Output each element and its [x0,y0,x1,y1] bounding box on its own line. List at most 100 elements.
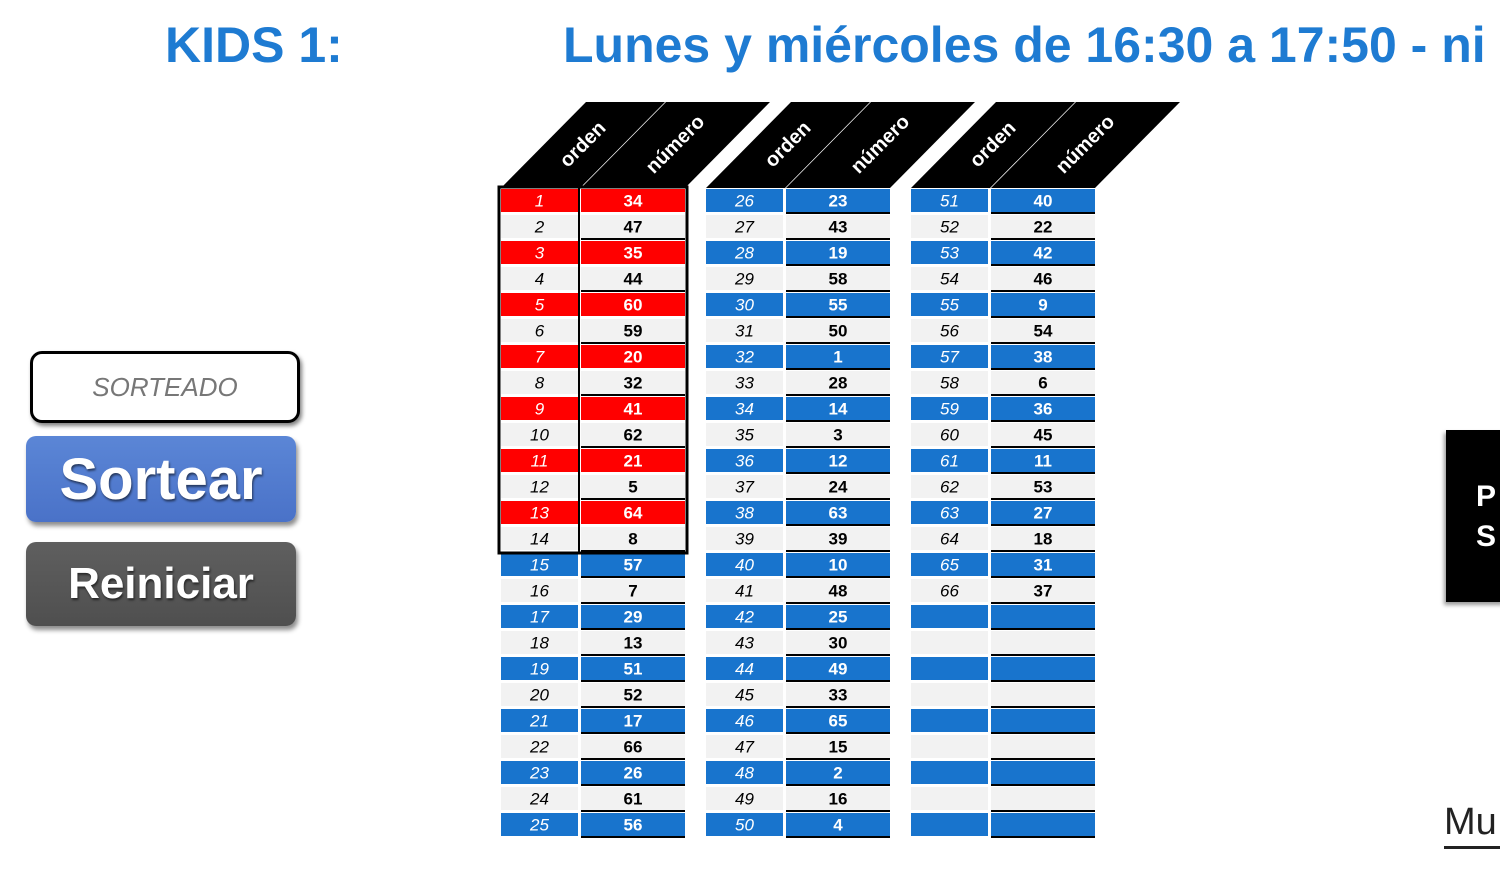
numero-value: 34 [624,191,643,210]
numero-value: 5 [628,477,637,496]
orden-value: 54 [940,269,959,288]
table-row: 29 58 [706,267,890,292]
side-panel-line1: P [1476,480,1497,513]
numero-cell [786,371,890,394]
orden-cell [501,189,578,212]
numero-cell [786,605,890,628]
sortear-button[interactable]: Sortear [26,436,296,522]
orden-cell [911,189,988,212]
numero-value: 35 [624,243,643,262]
orden-value: 51 [940,191,959,210]
orden-cell [911,371,988,394]
orden-cell [911,761,988,784]
numero-cell [786,423,890,446]
orden-value: 55 [940,295,959,314]
orden-cell [706,657,783,680]
table-row: 60 45 [911,423,1095,448]
numero-value: 56 [624,815,643,834]
orden-value: 32 [735,347,754,366]
orden-cell [911,553,988,576]
numero-cell [991,761,1095,784]
orden-cell [706,319,783,342]
orden-value: 25 [529,815,549,834]
numero-cell [991,735,1095,758]
numero-cell [991,423,1095,446]
numero-cell [786,787,890,810]
numero-cell [991,319,1095,342]
table-row: 21 17 [501,709,685,734]
table-row: 12 5 [501,475,685,500]
numero-value: 43 [829,217,848,236]
table-row [911,657,1095,682]
table-row: 5 60 [501,293,685,316]
table-row: 50 4 [706,813,890,838]
numero-cell [786,293,890,316]
orden-value: 48 [735,763,754,782]
orden-cell [911,423,988,446]
orden-value: 23 [529,763,549,782]
table-row: 65 31 [911,553,1095,578]
orden-cell [501,293,578,316]
orden-cell [501,423,578,446]
numero-cell [786,397,890,420]
numero-cell [581,501,685,524]
side-more-link[interactable]: Mu [1444,800,1500,849]
numero-value: 46 [1034,269,1053,288]
numero-value: 13 [624,633,643,652]
table-row: 54 46 [911,267,1095,292]
numero-value: 17 [624,711,643,730]
orden-value: 8 [535,373,545,392]
numero-cell [786,189,890,212]
orden-value: 2 [534,217,545,236]
orden-value: 3 [535,243,545,262]
orden-cell [501,709,578,732]
orden-cell [501,527,578,550]
orden-value: 4 [535,269,544,288]
numero-cell [581,319,685,342]
table-row: 20 52 [501,683,685,708]
orden-cell [501,345,578,368]
orden-cell [706,397,783,420]
schedule-title: Lunes y miércoles de 16:30 a 17:50 - ni [563,17,1486,73]
numero-cell [786,709,890,732]
side-panel-line2: S [1476,520,1497,553]
table-row: 62 53 [911,475,1095,500]
table-row: 18 13 [501,631,685,656]
table-row: 30 55 [706,293,890,318]
table-row: 44 49 [706,657,890,682]
orden-value: 11 [531,451,549,470]
numero-value: 52 [624,685,643,704]
numero-value: 10 [829,555,848,574]
orden-cell [706,527,783,550]
table-row [911,813,1095,838]
orden-value: 30 [735,295,754,314]
numero-value: 19 [829,243,848,262]
table-row: 51 40 [911,189,1095,214]
numero-cell [581,709,685,732]
table-row: 13 64 [501,501,685,524]
numero-cell [581,449,685,472]
numero-cell [991,657,1095,680]
table-row: 10 62 [501,423,685,448]
numero-value: 54 [1034,321,1053,340]
numero-value: 3 [833,425,842,444]
orden-cell [706,371,783,394]
numero-value: 44 [624,269,643,288]
orden-value: 21 [529,711,549,730]
orden-cell [911,605,988,628]
numero-value: 16 [829,789,848,808]
table-row: 31 50 [706,319,890,344]
numero-cell [991,813,1095,836]
numero-cell [581,423,685,446]
side-panel[interactable]: P S [1446,430,1500,602]
numero-cell [786,527,890,550]
table-row: 40 10 [706,553,890,578]
numero-cell [991,787,1095,810]
reiniciar-button[interactable]: Reiniciar [26,542,296,626]
numero-cell [581,345,685,368]
numero-value: 14 [829,399,848,418]
table-row: 59 36 [911,397,1095,422]
numero-cell [581,683,685,706]
table-row: 55 9 [911,293,1095,318]
